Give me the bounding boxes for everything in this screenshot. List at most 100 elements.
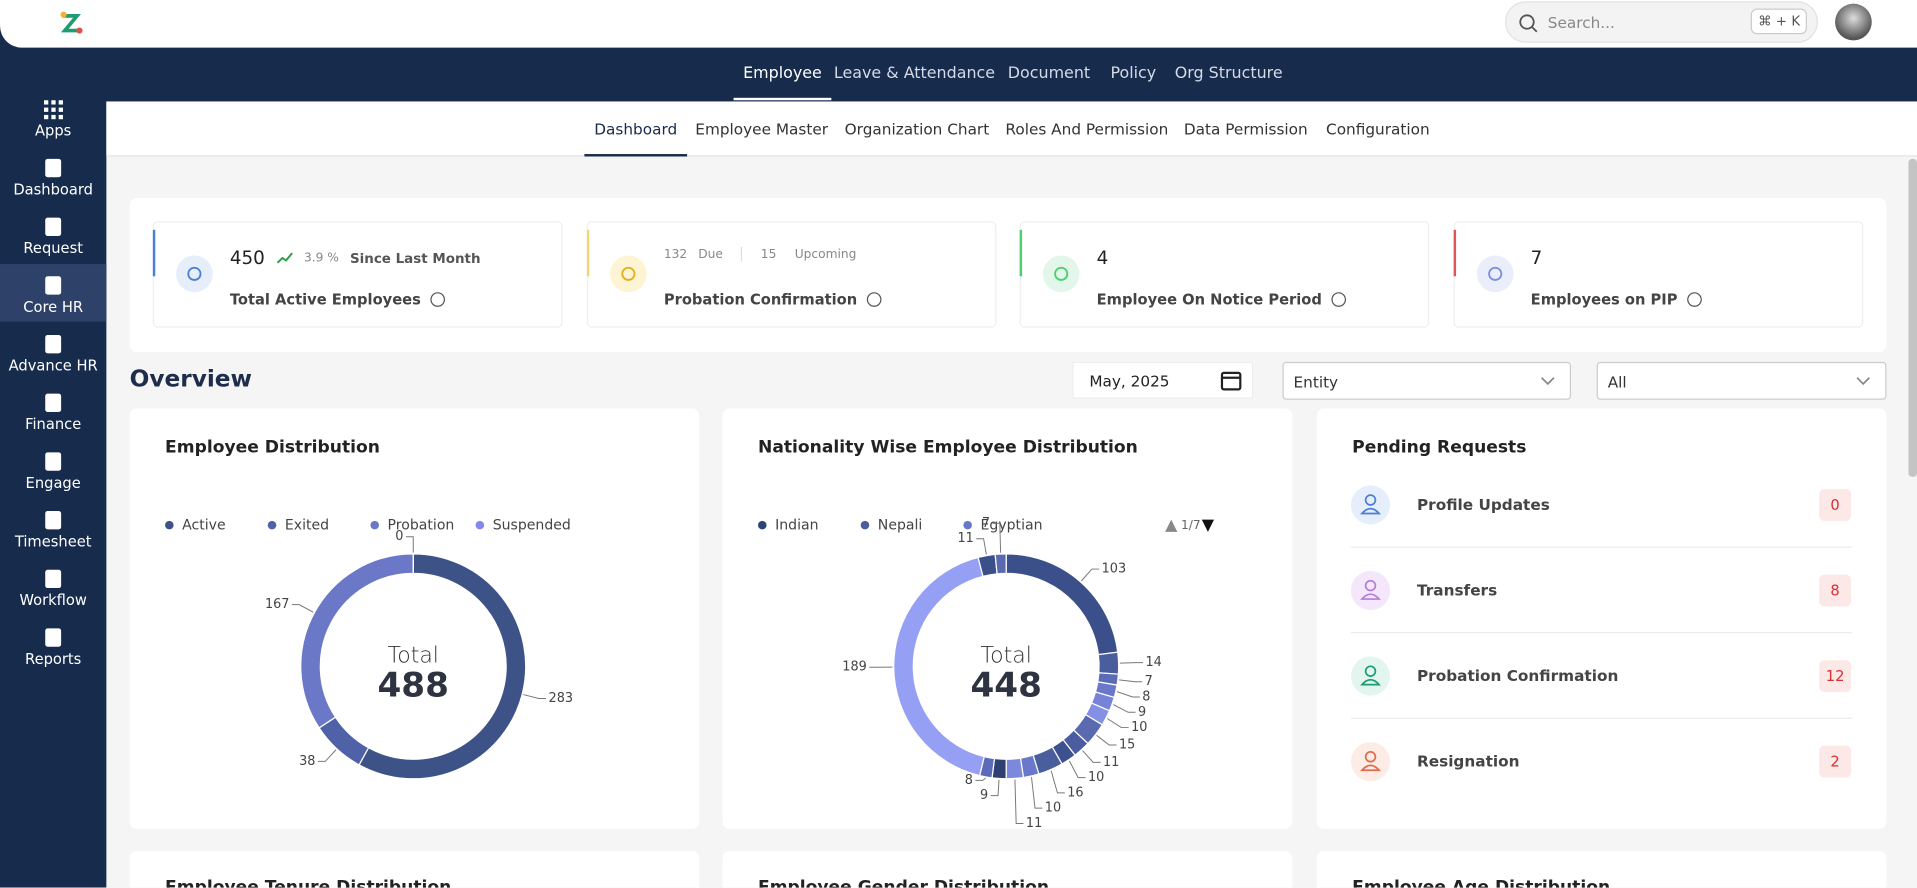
- legend-item[interactable]: Suspended: [475, 516, 581, 533]
- legend-item[interactable]: Active: [165, 516, 268, 533]
- request-row[interactable]: Transfers 8: [1350, 570, 1852, 612]
- top-tab[interactable]: Leave & Attendance: [833, 64, 996, 84]
- sub-tab[interactable]: Configuration: [1326, 119, 1430, 139]
- legend-item[interactable]: Nepali: [860, 515, 964, 534]
- stat-icon: [1042, 255, 1080, 293]
- leader-line: [976, 538, 987, 555]
- calendar-icon: [1220, 371, 1242, 391]
- info-icon[interactable]: [430, 292, 446, 307]
- legend-label: Nepali: [877, 515, 923, 534]
- info-icon[interactable]: [1331, 292, 1347, 307]
- stat-card: 450 3.9 % Since Last Month Total Active Emp…: [152, 221, 563, 328]
- trend-icon: [276, 252, 293, 264]
- sidebar-item[interactable]: Reports: [0, 616, 106, 673]
- leader-line: [1082, 750, 1101, 763]
- legend: Active Exited Probation Suspended: [165, 516, 581, 533]
- info-icon[interactable]: [1687, 292, 1702, 307]
- info-icon[interactable]: [866, 292, 882, 307]
- leader-line: [1116, 691, 1140, 698]
- icon-dot: [51, 107, 56, 112]
- donut-chart: 103147891015111016101198189117Total4481/…: [842, 516, 1215, 829]
- request-icon: [1350, 485, 1391, 525]
- icon-dot: [51, 100, 56, 105]
- top-tab[interactable]: Employee: [743, 64, 822, 84]
- sidebar-icon: [45, 276, 62, 295]
- stat-due-label: Due: [698, 247, 723, 262]
- icon-body: [1360, 507, 1381, 515]
- logo: [60, 11, 83, 34]
- sidebar-item[interactable]: Advance HR: [0, 323, 106, 380]
- leader-line: [990, 779, 1000, 797]
- request-row[interactable]: Probation Confirmation 12: [1350, 655, 1852, 697]
- sidebar-item[interactable]: Core HR: [0, 264, 107, 322]
- sidebar-item[interactable]: Dashboard: [0, 147, 106, 204]
- sidebar-item[interactable]: Timesheet: [0, 499, 106, 556]
- legend-dot: [267, 520, 277, 529]
- legend-label: Active: [182, 515, 226, 534]
- top-tab[interactable]: Policy: [1110, 64, 1157, 84]
- stat-row: 132 Due 15 Upcoming: [664, 246, 856, 262]
- stat-label: Total Active Employees: [229, 290, 421, 309]
- sub-tab[interactable]: Organization Chart: [844, 119, 990, 139]
- separator: [1350, 717, 1853, 719]
- sub-tab[interactable]: Data Permission: [1183, 119, 1308, 139]
- sidebar-item[interactable]: Apps: [0, 88, 106, 145]
- top-tab[interactable]: Document: [1007, 64, 1091, 84]
- separator: [1350, 546, 1853, 548]
- sidebar-item[interactable]: Finance: [0, 381, 106, 438]
- stat-value: 4: [1096, 246, 1109, 269]
- stat-card: 132 Due 15 Upcoming Probation Confirmation: [586, 221, 997, 328]
- icon-fg: [1488, 266, 1503, 281]
- stat-upcoming: 15: [760, 247, 777, 262]
- top-tab[interactable]: Org Structure: [1174, 64, 1283, 84]
- card: Pending Requests Profile Updates 0 Transfer…: [1316, 408, 1887, 829]
- leader-line: [1080, 568, 1100, 582]
- request-label: Profile Updates: [1416, 495, 1550, 514]
- lens-handle: [1531, 26, 1538, 33]
- sidebar-item[interactable]: Request: [0, 205, 106, 262]
- icon-shape: [45, 276, 62, 295]
- legend: Indian Nepali Egyptian: [757, 515, 1069, 534]
- sidebar-item[interactable]: Engage: [0, 440, 106, 497]
- sidebar: [0, 0, 107, 888]
- card: Employee Distribution Active Exited Probati…: [129, 408, 700, 829]
- data-label: 11: [1026, 816, 1042, 829]
- legend-item[interactable]: Indian: [757, 516, 861, 533]
- select[interactable]: Entity: [1282, 361, 1572, 400]
- sidebar-item[interactable]: Workflow: [0, 557, 106, 614]
- sub-tab[interactable]: Dashboard: [594, 119, 678, 139]
- sidebar-label: Timesheet: [14, 533, 92, 551]
- stat-row: 450 3.9 % Since Last Month: [230, 247, 481, 269]
- leader-line: [975, 777, 986, 781]
- legend-item[interactable]: Exited: [267, 516, 371, 533]
- icon-body: [1360, 593, 1381, 600]
- avatar[interactable]: [1835, 3, 1872, 41]
- leader-line: [1106, 718, 1129, 729]
- request-row[interactable]: Resignation 2: [1350, 741, 1852, 783]
- stat-accent: [1019, 229, 1023, 277]
- icon-dot: [44, 114, 49, 120]
- leader-line: [992, 522, 1002, 553]
- data-label: 9: [1138, 705, 1146, 720]
- sidebar-icon: [45, 217, 62, 236]
- date-picker[interactable]: May, 2025: [1072, 361, 1254, 399]
- legend-dot: [370, 520, 379, 529]
- stat-row: 4: [1097, 247, 1109, 269]
- legend-item[interactable]: Probation: [370, 516, 475, 533]
- sidebar-label: Workflow: [19, 591, 87, 609]
- data-label: 10: [1088, 770, 1104, 785]
- data-label: 11: [957, 531, 973, 546]
- total-value: 488: [378, 666, 449, 706]
- divider: [741, 246, 743, 262]
- legend-item[interactable]: Egyptian: [963, 516, 1068, 533]
- icon-shape: [45, 628, 62, 647]
- sub-tab[interactable]: Roles And Permission: [1005, 119, 1169, 139]
- sub-tab[interactable]: Employee Master: [695, 119, 829, 139]
- data-label: 7: [982, 516, 990, 531]
- request-row[interactable]: Profile Updates 0: [1350, 484, 1852, 526]
- select[interactable]: All: [1596, 361, 1887, 400]
- data-label: 8: [1142, 690, 1150, 705]
- pager: 1/7: [1181, 518, 1201, 532]
- search-box[interactable]: Search... ⌘ + K: [1504, 1, 1818, 43]
